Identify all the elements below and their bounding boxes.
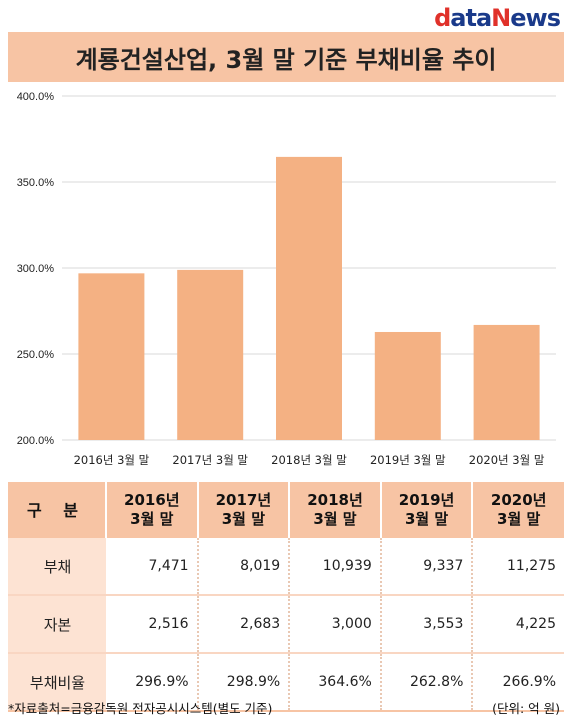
bar-2 <box>177 269 244 440</box>
x-tick-label: 2020년 3월 말 <box>469 453 545 467</box>
x-tick-label: 2018년 3월 말 <box>271 453 347 467</box>
table-cell: 298.9% <box>197 653 291 712</box>
y-tick-label: 350.0% <box>17 177 55 189</box>
y-tick-label: 250.0% <box>17 349 55 361</box>
row-label: 부채비율 <box>8 653 106 712</box>
header-year: 2017년 3월 말 <box>197 482 291 538</box>
header-year: 2020년 3월 말 <box>472 482 564 538</box>
table-cell: 2,683 <box>197 595 291 654</box>
table-cell: 11,275 <box>472 538 564 596</box>
chart-svg: 200.0% 250.0% 300.0% 350.0% 400.0% 2016년 3월 말… <box>17 91 556 467</box>
header-year: 2019년 3월 말 <box>380 482 474 538</box>
x-tick-label: 2016년 3월 말 <box>74 453 150 467</box>
table-row: 부채 7,471 8,019 10,939 9,337 11,275 <box>8 538 564 596</box>
datanews-logo: dataNews <box>434 4 561 32</box>
table-cell: 10,939 <box>289 538 382 596</box>
table-body: 부채 7,471 8,019 10,939 9,337 11,275 자본 2,516 2,68… <box>8 538 564 712</box>
header-year: 2016년 3월 말 <box>106 482 199 538</box>
row-label: 부채 <box>8 538 106 596</box>
table-cell: 8,019 <box>197 538 291 596</box>
x-tick-label: 2019년 3월 말 <box>370 453 446 467</box>
y-tick-label: 400.0% <box>17 91 55 103</box>
table-cell: 296.9% <box>106 653 199 712</box>
row-label: 자본 <box>8 595 106 654</box>
table-cell: 266.9% <box>472 653 564 712</box>
logo-ata: ata <box>450 4 492 32</box>
table-cell: 9,337 <box>380 538 474 596</box>
table-cell: 364.6% <box>289 653 382 712</box>
table-cell: 2,516 <box>106 595 199 654</box>
source-footnote: *자료출처=금융감독원 전자공시시스템(별도 기준) <box>8 701 273 716</box>
unit-note: (단위: 억 원) <box>492 701 560 716</box>
y-tick-label: 300.0% <box>17 263 55 275</box>
title-bar: 계룡건설산업, 3월 말 기준 부채비율 추이 <box>8 32 564 82</box>
bar-5 <box>473 324 540 440</box>
x-tick-label: 2017년 3월 말 <box>172 453 248 467</box>
table-row: 부채비율 296.9% 298.9% 364.6% 262.8% 266.9% <box>8 653 564 712</box>
bar-3 <box>276 156 342 440</box>
y-tick-label: 200.0% <box>17 435 55 447</box>
logo-ews: ews <box>510 4 561 32</box>
logo-d: d <box>434 4 451 32</box>
header-year: 2018년 3월 말 <box>289 482 382 538</box>
table-cell: 4,225 <box>472 595 564 654</box>
header-category: 구 분 <box>8 482 107 538</box>
table-cell: 7,471 <box>106 538 199 596</box>
bar-chart: 200.0% 250.0% 300.0% 350.0% 400.0% 2016년 3월 말… <box>0 86 572 478</box>
table-cell: 262.8% <box>380 653 474 712</box>
logo-n: N <box>491 4 511 32</box>
bar-1 <box>78 273 145 440</box>
bar-4 <box>374 331 441 440</box>
chart-title: 계룡건설산업, 3월 말 기준 부채비율 추이 <box>75 45 497 74</box>
table-cell: 3,553 <box>380 595 474 654</box>
table-cell: 3,000 <box>289 595 382 654</box>
table-row: 자본 2,516 2,683 3,000 3,553 4,225 <box>8 595 564 654</box>
